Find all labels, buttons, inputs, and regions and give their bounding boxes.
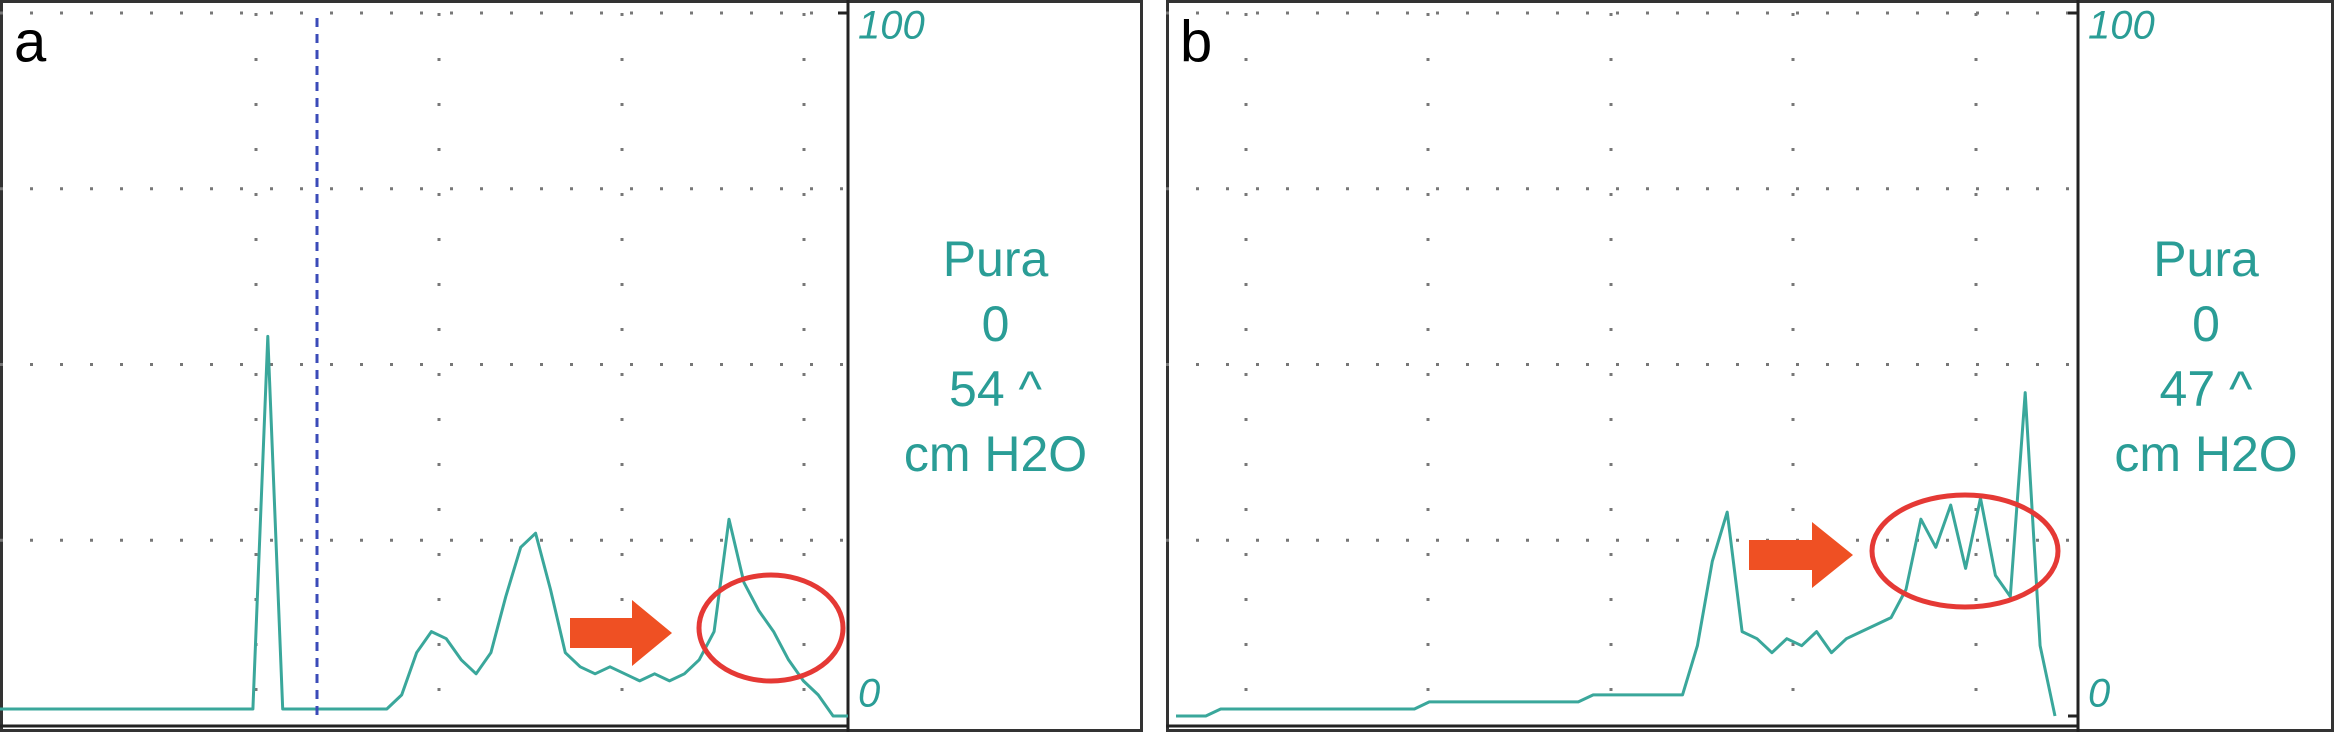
panel-frame bbox=[1166, 0, 2334, 732]
y-tick-label: 100 bbox=[2088, 4, 2155, 48]
arrow bbox=[1749, 522, 1853, 588]
panel: 0 100 b Pura 0 47 ^ cm H2O bbox=[1166, 0, 2334, 732]
panel-label: b bbox=[1180, 9, 1212, 74]
panel-label: a bbox=[14, 9, 47, 74]
annotation: Pura bbox=[943, 231, 1049, 287]
highlight-ellipse bbox=[1869, 492, 2061, 610]
y-tick-label: 100 bbox=[858, 4, 925, 48]
panel: 0 100 a Pura 0 54 ^ cm H2O bbox=[0, 0, 1143, 732]
annotation: 0 bbox=[2192, 296, 2220, 352]
annotation: 47 ^ bbox=[2160, 361, 2254, 417]
highlight-ellipse bbox=[696, 572, 846, 684]
annotation: cm H2O bbox=[2114, 426, 2297, 482]
annotation: 0 bbox=[982, 296, 1010, 352]
trace-line bbox=[1176, 391, 2057, 718]
trace-line bbox=[0, 334, 848, 718]
annotation: Pura bbox=[2153, 231, 2259, 287]
arrow bbox=[570, 600, 672, 666]
annotation: 54 ^ bbox=[949, 361, 1043, 417]
y-tick-label: 0 bbox=[2088, 672, 2110, 716]
y-tick-label: 0 bbox=[858, 672, 880, 716]
annotation: cm H2O bbox=[904, 426, 1087, 482]
